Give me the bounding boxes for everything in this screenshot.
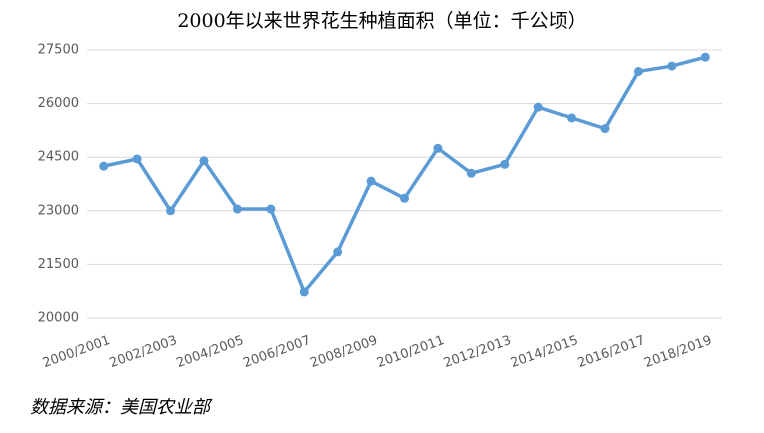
x-tick-label: 2006/2007 [241, 333, 312, 371]
source-note: 数据来源：美国农业部 [30, 397, 213, 418]
chart-title: 2000年以来世界花生种植面积（单位：千公顷） [177, 10, 586, 32]
data-point [433, 143, 443, 153]
data-point [299, 287, 309, 297]
x-tick-label: 2018/2019 [642, 333, 713, 371]
x-tick-label: 2004/2005 [175, 333, 246, 371]
data-point [333, 247, 343, 257]
x-tick-label: 2008/2009 [308, 333, 379, 371]
y-tick-label: 27500 [38, 43, 79, 58]
data-point [132, 154, 142, 164]
y-tick-label: 23000 [38, 203, 79, 218]
data-point [700, 52, 710, 62]
data-point [667, 61, 677, 71]
y-tick-label: 24500 [38, 150, 79, 165]
x-tick-label: 2002/2003 [108, 333, 179, 371]
data-point [266, 204, 276, 214]
data-point [232, 204, 242, 214]
data-point [500, 159, 510, 169]
data-point [400, 193, 409, 203]
y-tick-label: 20000 [38, 311, 79, 326]
data-point [99, 161, 109, 171]
data-point [600, 124, 610, 134]
data-point [366, 176, 376, 186]
y-tick-label: 21500 [38, 257, 79, 272]
data-point [533, 102, 543, 112]
x-tick-label: 2014/2015 [509, 333, 580, 371]
data-point [466, 168, 476, 178]
data-point [567, 113, 577, 123]
data-point [633, 66, 643, 76]
y-tick-label: 26000 [38, 96, 79, 111]
x-tick-label: 2010/2011 [375, 333, 446, 371]
data-point [199, 156, 209, 166]
x-tick-label: 2016/2017 [576, 333, 647, 371]
series-line [103, 55, 706, 294]
x-tick-label: 2000/2001 [41, 333, 112, 371]
x-tick-label: 2012/2013 [442, 333, 513, 371]
data-point [166, 206, 176, 216]
